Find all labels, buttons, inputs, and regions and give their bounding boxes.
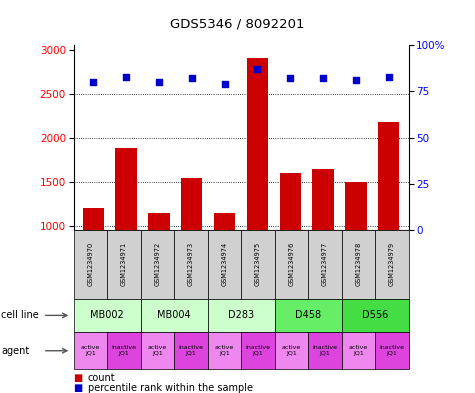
Point [319, 75, 327, 82]
Point [221, 81, 228, 87]
Text: D458: D458 [295, 310, 321, 320]
Text: D556: D556 [362, 310, 388, 320]
Text: inactive
JQ1: inactive JQ1 [312, 345, 337, 356]
Text: GSM1234975: GSM1234975 [255, 242, 261, 286]
Text: cell line: cell line [1, 310, 39, 320]
Bar [280, 173, 301, 314]
Bar [214, 213, 235, 314]
Text: active
JQ1: active JQ1 [349, 345, 368, 356]
Point [188, 75, 196, 82]
Bar [345, 182, 367, 314]
Point [254, 66, 261, 72]
Text: active
JQ1: active JQ1 [81, 345, 100, 356]
Text: GSM1234979: GSM1234979 [389, 242, 395, 286]
Text: ■: ■ [74, 373, 83, 383]
Text: active
JQ1: active JQ1 [215, 345, 234, 356]
Bar [247, 59, 268, 314]
Bar [83, 208, 104, 314]
Bar [313, 169, 334, 314]
Point [385, 73, 393, 80]
Text: percentile rank within the sample: percentile rank within the sample [88, 383, 253, 393]
Text: D283: D283 [228, 310, 254, 320]
Text: ■: ■ [74, 383, 83, 393]
Point [123, 73, 130, 80]
Bar [378, 122, 399, 314]
Point [286, 75, 294, 82]
Text: agent: agent [1, 346, 29, 356]
Text: MB004: MB004 [157, 310, 191, 320]
Text: active
JQ1: active JQ1 [148, 345, 167, 356]
Text: count: count [88, 373, 115, 383]
Text: inactive
JQ1: inactive JQ1 [379, 345, 404, 356]
Point [155, 79, 163, 85]
Bar [115, 148, 137, 314]
Text: inactive
JQ1: inactive JQ1 [111, 345, 136, 356]
Bar [148, 213, 170, 314]
Text: GSM1234974: GSM1234974 [221, 242, 228, 286]
Text: GSM1234978: GSM1234978 [355, 242, 361, 286]
Text: GSM1234973: GSM1234973 [188, 242, 194, 286]
Bar [181, 178, 202, 314]
Point [352, 77, 360, 83]
Text: inactive
JQ1: inactive JQ1 [245, 345, 270, 356]
Text: inactive
JQ1: inactive JQ1 [178, 345, 203, 356]
Text: GSM1234972: GSM1234972 [154, 242, 161, 286]
Text: active
JQ1: active JQ1 [282, 345, 301, 356]
Text: GDS5346 / 8092201: GDS5346 / 8092201 [170, 18, 305, 31]
Text: MB002: MB002 [90, 310, 124, 320]
Text: GSM1234971: GSM1234971 [121, 242, 127, 286]
Text: GSM1234970: GSM1234970 [87, 242, 94, 286]
Point [89, 79, 97, 85]
Text: GSM1234977: GSM1234977 [322, 242, 328, 286]
Text: GSM1234976: GSM1234976 [288, 242, 294, 286]
